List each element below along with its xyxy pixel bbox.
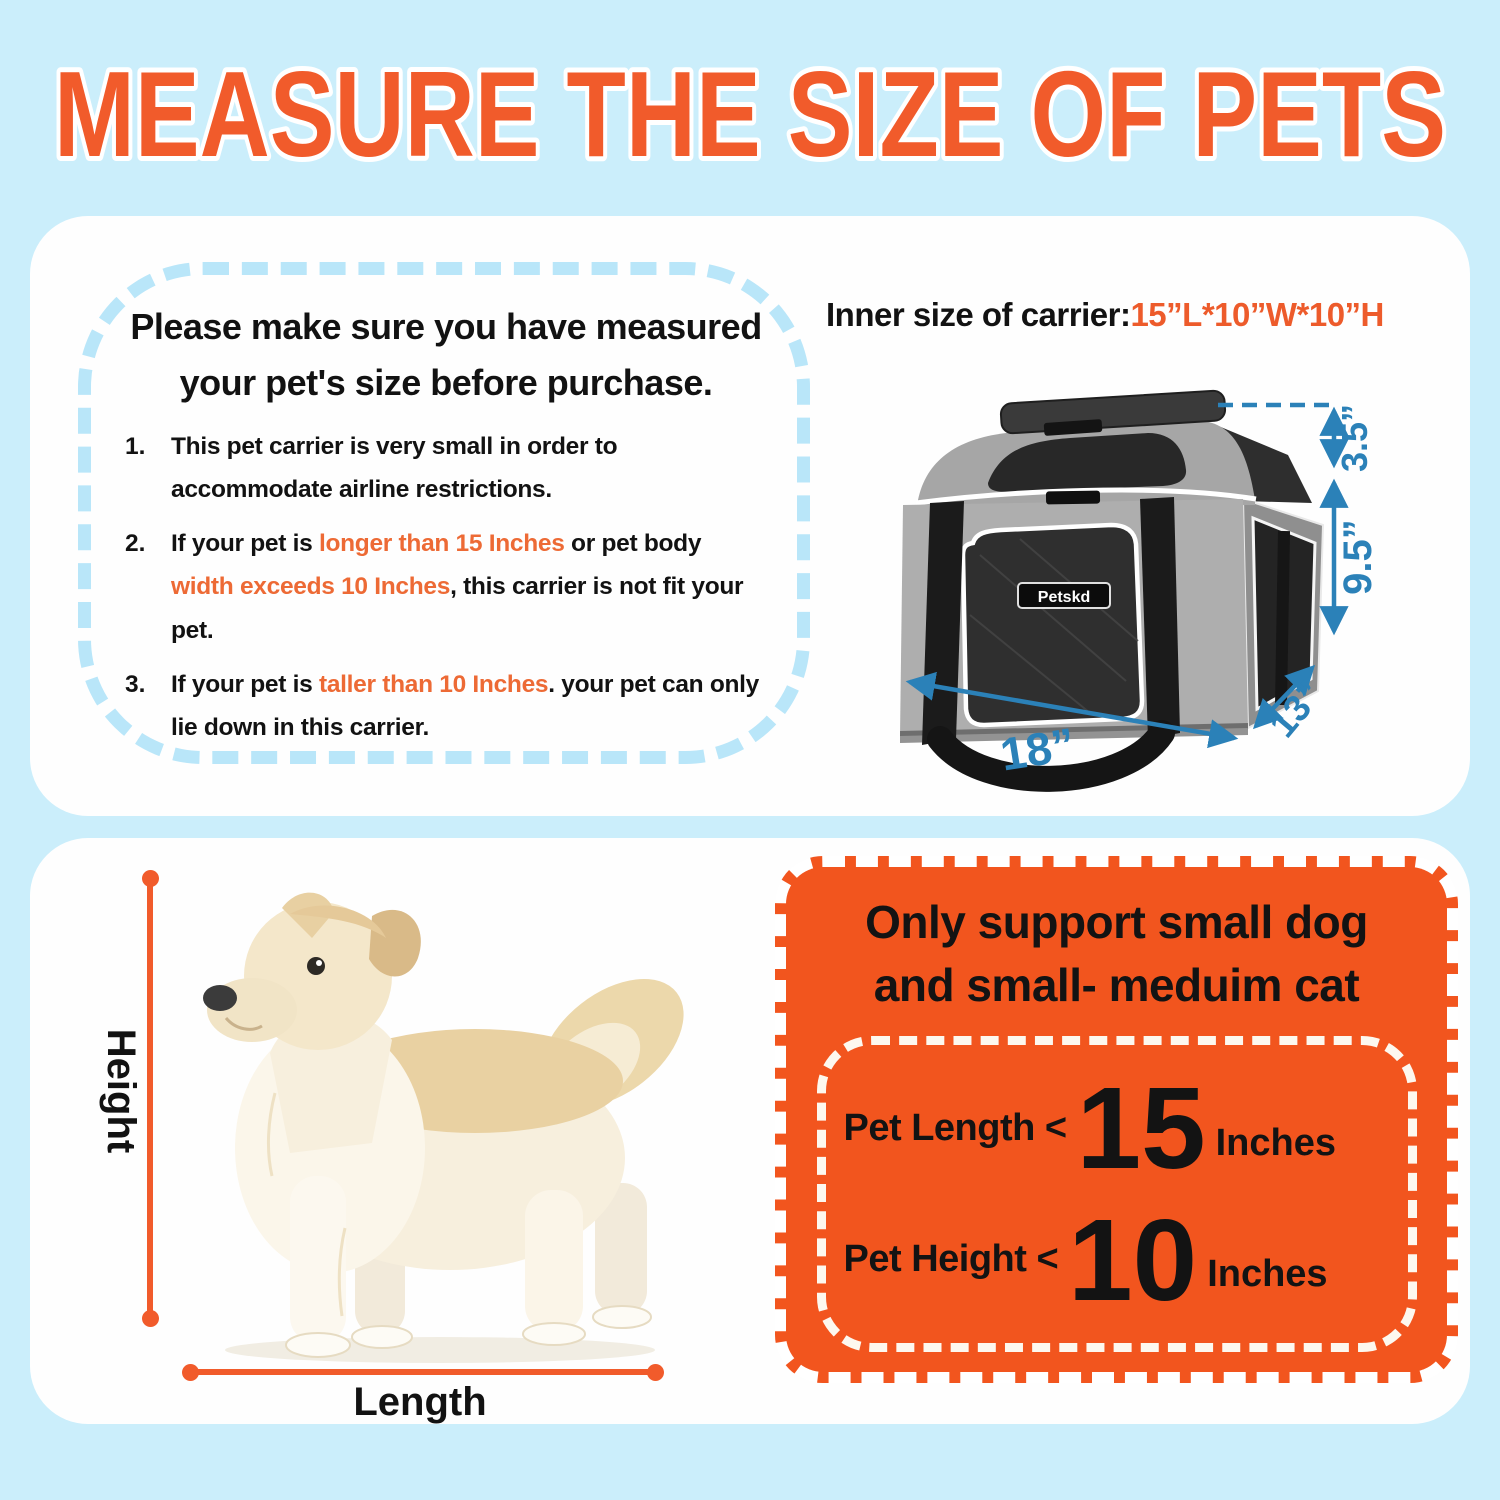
spec-label: Pet Height < [843,1238,1059,1281]
dog-eye [307,957,325,975]
dog-nose [203,985,237,1011]
support-title-line1: Only support small dog [865,896,1368,948]
length-line [190,1369,655,1375]
dim-label-length: 18” [997,718,1078,781]
top-mesh-window [988,433,1187,492]
item-segment: or pet body [564,529,702,557]
item-text: If your pet is taller than 10 Inches. yo… [171,663,767,750]
spec-unit: Inches [1215,1121,1336,1164]
item-text: If your pet is longer than 15 Inches or … [171,522,767,653]
carrier-dimension-arrows [905,402,1349,749]
item-segment-highlight: taller than 10 Inches [318,670,549,698]
height-label: Height [99,1028,143,1154]
length-line-left-dot [182,1364,199,1381]
item-number: 3. [125,670,146,698]
spec-row-length: Pet Length < 15 Inches [838,1063,1396,1194]
item-number: 1. [125,432,146,460]
notice-item-1: 1. This pet carrier is very small in ord… [125,425,767,512]
item-segment: If your pet is [171,529,319,557]
length-line-right-dot [647,1364,664,1381]
height-line-bottom-dot [142,1310,159,1327]
length-label: Length [353,1380,487,1424]
notice-heading: Please make sure you have measured your … [125,299,767,411]
notice-item-2: 2. If your pet is longer than 15 Inches … [125,522,767,653]
spec-box: Pet Length < 15 Inches Pet Height < 10 I… [816,1036,1417,1353]
height-line [147,878,153,1318]
item-segment: If your pet is [171,670,319,698]
item-segment: This pet carrier is very small in order … [171,432,618,504]
item-segment-highlight: longer than 15 Inches [318,529,565,557]
inner-size-heading: Inner size of carrier:15”L*10”W*10”H [826,296,1471,334]
notice-box: Please make sure you have measured your … [78,262,810,764]
item-segment: . your pet can only lie down in this car… [171,670,759,742]
dimension-arrow-depth [1252,664,1316,730]
pet-carrier-illustration: Petskd 3.5” 9.5” 13” 18” [900,389,1380,792]
page-title-text: MEASURE THE SIZE OF PETS [54,46,1446,182]
inner-size-value: 15”L*10”W*10”H [1130,296,1384,333]
dog [203,892,684,1358]
support-title-line2: and small- meduim cat [873,958,1360,1011]
item-segment: , this carrier is not fit your pet. [171,573,744,645]
notice-item-3: 3. If your pet is taller than 10 Inches.… [125,663,767,750]
spec-value: 10 [1068,1194,1198,1325]
notice-heading-line2: your pet's size before purchase. [179,361,713,403]
inner-size-label: Inner size of carrier: [826,296,1131,333]
item-segment-highlight: width exceeds 10 Inches [171,573,451,601]
notice-heading-line1: Please make sure you have measured [130,306,762,347]
spec-unit: Inches [1207,1253,1328,1295]
dim-label-lid-height: 3.5” [1334,404,1375,472]
item-number: 2. [125,529,146,557]
page-title: MEASURE THE SIZE OF PETS [49,41,1451,187]
dog-photo [203,892,684,1363]
support-box: Only support small dog and small- meduim… [775,856,1458,1383]
dim-label-body-height: 9.5” [1336,519,1380,595]
support-box-title: Only support small dog and small- meduim… [786,891,1447,1016]
notice-item-list: 1. This pet carrier is very small in ord… [125,425,767,750]
dimension-arrow-length [905,671,1239,749]
carrier-logo: Petskd [1038,589,1090,606]
item-text: This pet carrier is very small in order … [171,425,767,512]
spec-label: Pet Length < [843,1106,1068,1149]
spec-row-height: Pet Height < 10 Inches [838,1194,1396,1325]
spec-value: 15 [1076,1063,1206,1194]
height-line-top-dot [142,870,159,887]
carry-strap [927,720,1175,792]
